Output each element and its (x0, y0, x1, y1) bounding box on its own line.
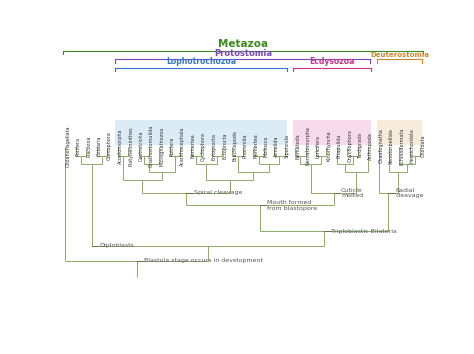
Text: Priapulida: Priapulida (337, 134, 342, 158)
Text: Rotifera: Rotifera (170, 136, 175, 156)
Text: Loricifera: Loricifera (316, 135, 321, 158)
Text: Cuticle
molted: Cuticle molted (341, 188, 363, 198)
Text: Deuterostomia: Deuterostomia (370, 52, 429, 58)
Text: Lophotrochozoa: Lophotrochozoa (166, 57, 236, 67)
Text: Nematoda: Nematoda (295, 133, 300, 159)
Text: Chordata: Chordata (420, 135, 425, 158)
Text: Cnidaria: Cnidaria (97, 136, 102, 156)
Text: Spiral cleavage: Spiral cleavage (193, 190, 242, 195)
Text: Kinorhyncha: Kinorhyncha (327, 131, 331, 161)
Text: Cycliophora: Cycliophora (201, 132, 206, 161)
Text: Annelida: Annelida (274, 135, 279, 157)
Text: Sipuncula: Sipuncula (285, 134, 290, 158)
Text: Gastrotricha: Gastrotricha (138, 131, 144, 161)
Bar (293, 120, 371, 145)
Text: Arthropoda: Arthropoda (368, 132, 373, 160)
Text: Echinodermata: Echinodermata (400, 127, 404, 165)
Text: Nemertea: Nemertea (191, 134, 196, 159)
Text: Protostomia: Protostomia (214, 49, 272, 58)
Text: Nematomorpha: Nematomorpha (306, 127, 310, 166)
Text: Ctenophora: Ctenophora (107, 132, 112, 160)
Text: Diploblasts: Diploblasts (99, 243, 134, 248)
Text: Ectoprocta: Ectoprocta (222, 133, 227, 159)
Text: Porifera: Porifera (76, 137, 81, 156)
Text: Acanthocephala: Acanthocephala (180, 126, 185, 166)
Bar (115, 120, 287, 145)
Text: Radial
cleavage: Radial cleavage (396, 188, 424, 198)
Text: Ecdysozoa: Ecdysozoa (310, 57, 355, 67)
Text: Tardigrada: Tardigrada (358, 133, 363, 159)
Text: Mouth formed
from blastopore: Mouth formed from blastopore (267, 200, 318, 211)
Text: Micrognathozoa: Micrognathozoa (159, 126, 164, 166)
Text: Gnathostomulida: Gnathostomulida (149, 125, 154, 167)
Bar (377, 120, 422, 145)
Text: Triploblastic Bilateria: Triploblastic Bilateria (331, 229, 397, 234)
Text: Hemichordata: Hemichordata (410, 129, 415, 164)
Text: Nemertea: Nemertea (254, 134, 258, 159)
Text: Placozoa: Placozoa (86, 135, 91, 157)
Text: Metazoa: Metazoa (218, 39, 268, 49)
Text: Phoronida: Phoronida (243, 134, 248, 158)
Text: Onychophora: Onychophora (347, 130, 352, 162)
Text: Entoprocta: Entoprocta (211, 132, 217, 160)
Text: Brachiopoda: Brachiopoda (232, 131, 237, 161)
Text: Chaetognatha: Chaetognatha (379, 129, 383, 164)
Text: Platyhelminthes: Platyhelminthes (128, 126, 133, 166)
Text: Blastula stage occurs in development: Blastula stage occurs in development (144, 258, 263, 263)
Text: Mollusca: Mollusca (264, 136, 269, 157)
Text: Acoelomorpha: Acoelomorpha (118, 128, 123, 164)
Text: Xenoturbellida: Xenoturbellida (389, 128, 394, 164)
Text: Choanoflagellata: Choanoflagellata (65, 125, 71, 167)
